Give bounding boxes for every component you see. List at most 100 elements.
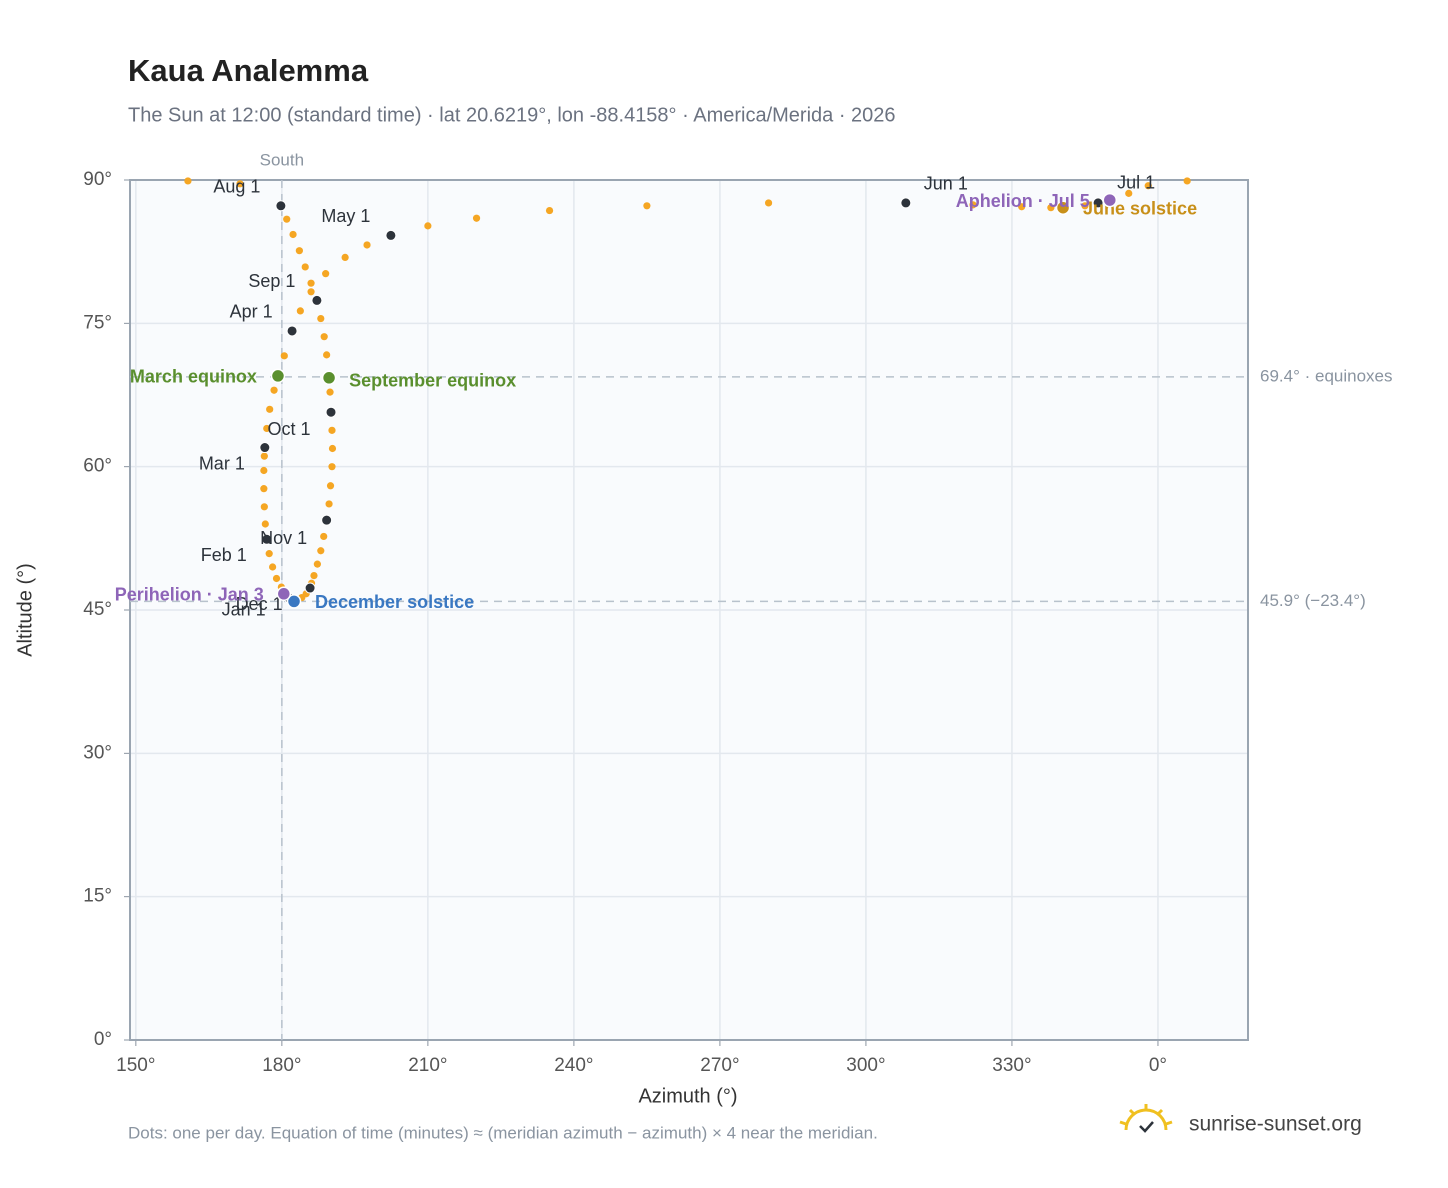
reference-label: 69.4° · equinoxes — [1260, 366, 1393, 385]
day-dot — [260, 466, 268, 475]
meridian-label: South — [260, 150, 304, 169]
day-dot — [280, 352, 288, 360]
day-dot — [320, 532, 328, 541]
day-dot — [307, 279, 315, 287]
x-tick-label: 210° — [408, 1055, 447, 1076]
y-tick-label: 30° — [83, 742, 112, 763]
event-dot — [1102, 192, 1118, 208]
month-dot — [325, 406, 337, 418]
month-dot — [321, 514, 333, 526]
month-label: Sep 1 — [248, 271, 295, 291]
day-dot — [270, 386, 278, 394]
day-dot — [764, 199, 773, 207]
y-tick-label: 15° — [83, 886, 112, 907]
chart-subtitle: The Sun at 12:00 (standard time) · lat 2… — [128, 104, 896, 126]
month-label: Nov 1 — [260, 528, 307, 548]
day-dot — [184, 177, 192, 185]
month-dot — [1092, 197, 1104, 209]
x-tick-label: 240° — [554, 1055, 593, 1076]
day-dot — [313, 560, 321, 568]
y-tick-label: 75° — [83, 312, 112, 333]
day-dot — [1018, 203, 1026, 211]
day-dot — [307, 288, 315, 296]
event-label: September equinox — [349, 371, 516, 391]
day-dot — [236, 180, 244, 188]
y-axis-label: Altitude (°) — [14, 563, 36, 657]
day-dot — [317, 547, 325, 555]
day-dot — [263, 424, 271, 433]
month-dot — [304, 582, 316, 594]
month-label: Feb 1 — [201, 545, 247, 565]
month-label: Apr 1 — [230, 302, 273, 322]
day-dot — [1047, 204, 1055, 212]
day-dot — [323, 351, 331, 359]
day-dot — [643, 202, 651, 210]
day-dot — [969, 201, 977, 209]
day-dot — [328, 463, 336, 471]
event-dot — [276, 586, 292, 602]
event-label: December solstice — [315, 592, 474, 612]
y-tick-label: 90° — [83, 169, 112, 190]
month-dot — [385, 229, 397, 241]
day-dot — [328, 426, 336, 434]
event-label: June solstice — [1083, 198, 1197, 218]
month-label: Oct 1 — [268, 419, 311, 439]
x-tick-label: 180° — [262, 1055, 301, 1076]
brand-icon — [1119, 1104, 1173, 1133]
x-tick-label: 330° — [992, 1055, 1031, 1076]
day-dot — [363, 241, 371, 249]
day-dot — [317, 314, 325, 323]
day-dot — [260, 503, 268, 511]
month-dot — [259, 442, 271, 454]
x-tick-label: 270° — [700, 1055, 739, 1076]
day-dot — [320, 333, 328, 341]
day-dot — [326, 482, 335, 490]
day-dot — [1125, 189, 1133, 197]
day-dot — [266, 405, 274, 413]
day-dot — [260, 485, 268, 493]
x-axis-label: Azimuth (°) — [638, 1085, 737, 1107]
y-tick-label: 45° — [83, 599, 112, 620]
day-dot — [341, 253, 349, 261]
month-label: Jun 1 — [924, 174, 968, 194]
y-tick-label: 60° — [83, 456, 112, 477]
day-dot — [265, 550, 273, 558]
day-dot — [326, 388, 334, 396]
month-label: Dec 1 — [236, 594, 283, 614]
event-dot — [286, 594, 302, 609]
day-dot — [424, 222, 432, 230]
month-dot — [261, 533, 273, 545]
month-label: Jan 1 — [222, 599, 266, 619]
event-label: Perihelion · Jan 3 — [115, 585, 264, 605]
day-dot — [1081, 202, 1089, 210]
month-dot — [286, 325, 298, 337]
event-label: Aphelion · Jul 5 — [956, 191, 1090, 211]
month-dot — [900, 197, 912, 209]
day-dot — [472, 214, 481, 222]
event-dot — [321, 370, 337, 386]
footnote: Dots: one per day. Equation of time (min… — [128, 1123, 878, 1142]
x-tick-label: 0° — [1149, 1055, 1167, 1076]
day-dot — [260, 452, 268, 460]
reference-label: 45.9° (−23.4°) — [1260, 591, 1366, 610]
day-dot — [1144, 182, 1152, 190]
day-dot — [310, 572, 318, 580]
x-tick-label: 150° — [116, 1055, 155, 1076]
month-dot — [311, 294, 323, 306]
event-label: March equinox — [130, 367, 257, 387]
day-dot — [328, 444, 337, 453]
brand-name: sunrise-sunset.org — [1189, 1113, 1362, 1136]
day-dot — [295, 247, 303, 255]
day-dot — [296, 307, 304, 315]
day-dot — [322, 270, 330, 278]
month-label: Aug 1 — [213, 177, 260, 197]
day-dot — [272, 574, 281, 583]
plot-frame — [129, 179, 1249, 1041]
day-dot — [283, 215, 291, 223]
month-dot — [275, 200, 287, 212]
day-dot — [269, 563, 277, 571]
day-dot — [545, 206, 554, 215]
day-dot — [1183, 177, 1191, 185]
month-label: May 1 — [321, 206, 370, 226]
